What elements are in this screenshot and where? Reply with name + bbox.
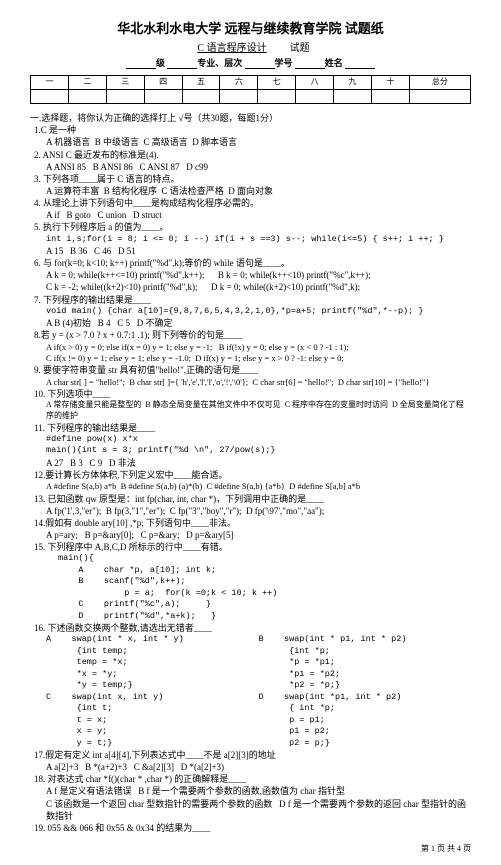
q9-opts: A char str[ ] = "hello!"; B char str[ ]=… [46, 377, 471, 388]
q1: 1.C 是一种 [34, 124, 471, 136]
q8: 8.若 y = (x > 7.0 ? x + 0.7:1 .1); 则下列等价的… [34, 329, 471, 341]
score-table: 一二 三四 五六 七八 九十 总分 [30, 75, 471, 104]
q18-opts: A f 是定义有语法错误 B f 是一个需要两个参数的函数,函数值为 char … [46, 785, 471, 821]
q18: 18. 对表达式 char *f()(char * ,char *) 的正确解释… [34, 773, 471, 785]
q3-opts: A 运算符丰富 B 结构化程序 C 语法检查严格 D 面向对象 [46, 185, 471, 197]
subtitle: C 语言程序设计 试题 [30, 42, 471, 56]
exam-label: 试题 [290, 43, 310, 54]
q2: 2. ANSI C 最近发布的标准是(4). [34, 149, 471, 161]
q15-code: main(){ A char *p, a[10]; int k; B scanf… [58, 553, 471, 622]
q9: 9. 要使字符串变量 str 具有初值"hello!",正确的语句是____ [34, 364, 471, 376]
q14: 14.假如有 double ary[10] ,*p; 下列语句中____非法。 [34, 517, 471, 529]
q11-opts: A 27 B 3 C 9 D 非法 [46, 457, 471, 469]
q10: 10. 下列选项中____ [34, 388, 471, 400]
q5-code: int i,s;for(i = 8; i <= 0; i --) if(i + … [46, 234, 471, 245]
q15: 15. 下列程序中 A,B,C,D 所标示的行中____有错。 [34, 541, 471, 553]
q5: 5. 执行下列程序后 a 的值为____。 [34, 221, 471, 233]
q6: 6. 与 for(k=0; k<10; k++) printf("%d",k);… [34, 257, 471, 269]
q1-opts: A 机器语言 B 中级语言 C 高级语言 D 脚本语言 [46, 136, 471, 148]
info-line: 级 专业、层次 学号 姓名 [30, 57, 471, 69]
footer: 第 1 页 共 4 页 [30, 844, 471, 855]
q6-opts: A k = 0; while(k++<=10) printf("%d",k++)… [46, 269, 471, 293]
q11: 11. 下列程序的输出结果是____ [34, 422, 471, 434]
section1-title: 一.选择题，将你认为正确的选择打上 √号（共30题，每题1分） [30, 112, 471, 124]
q5-opts: A 15 B 36 C 46 D 51 [46, 245, 471, 257]
q4: 4. 从理论上讲下列语句中____是构成结构化程序必需的。 [34, 197, 471, 209]
q14-opts: A p=ary; B p=&ary[0]; C p=&ary; D p=&ary… [46, 529, 471, 541]
q13: 13. 已知函数 qw 原型是：int fp(char, int, char *… [34, 493, 471, 505]
q12: 12.要计算长方体体积,下列定义宏中____能合适。 [34, 469, 471, 481]
title: 华北水利水电大学 远程与继续教育学院 试题纸 [30, 20, 471, 38]
q17-opts: A a[2]+3 B *(a+2)+3 C &a[2][3] D *(a[2]+… [46, 761, 471, 773]
q11-code: #define pow(x) x*x main(){int s = 3; pri… [46, 434, 471, 457]
q16-cols: A swap(int * x, int * y) {int temp; temp… [46, 634, 471, 691]
q4-opts: A if B goto C union D struct [46, 209, 471, 221]
q2-opts: A ANSI 85 B ANSI 86 C ANSI 87 D c99 [46, 161, 471, 173]
q17: 17.假定有定义 int a[4][4],下列表达式中____不是 a[2][3… [34, 749, 471, 761]
course: C 语言程序设计 [191, 43, 272, 54]
q13-opts: A fp('1',3,"er"); B fp(3,"1","er"); C fp… [46, 505, 471, 517]
q19: 19. 055 && 066 和 0x55 & 0x34 的结果为____ [34, 822, 471, 834]
q10-opts: A 常存储变量只能是整型的 B 静态全局变量在其他文件中不仅可见 C 程序中存在… [46, 400, 471, 422]
q16: 16. 下述函数交换两个整数,请选出无错者____ [34, 622, 471, 634]
q7-opts: A B (4)初始 B 4 C 5 D 不确定 [46, 317, 471, 329]
q3: 3. 下列各项____属于 C 语言的特点。 [34, 173, 471, 185]
q7-code: void main() {char a[10]={9,8,7,6,5,4,3,2… [46, 306, 471, 317]
q8-opts: A if(x > 0) y = 0; else if(x = 0) y = 1;… [46, 342, 471, 365]
q12-opts: A #define S(a,b) a*b B #define S(a,b) (a… [46, 481, 471, 492]
q7: 7. 下列程序的输出结果是____ [34, 294, 471, 306]
